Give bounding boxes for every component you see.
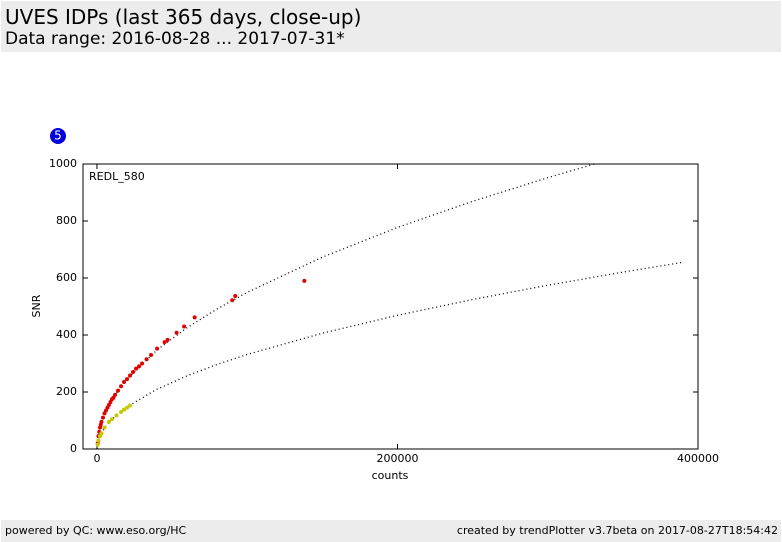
data-point: [125, 405, 130, 410]
data-point: [99, 431, 104, 436]
data-point: [100, 415, 105, 420]
x-tick-label: 0: [93, 452, 100, 465]
y-tick-label: 0: [70, 442, 77, 455]
chart: 5 REDL_580 counts SNR 0 200 400 600 800 1000 0…: [30, 128, 719, 482]
data-point: [230, 298, 235, 303]
data-point: [109, 417, 114, 422]
data-point: [174, 330, 179, 335]
y-tick-label: 1000: [49, 157, 77, 170]
header: UVES IDPs (last 365 days, close-up) Data…: [1, 1, 781, 52]
data-point: [137, 364, 142, 369]
data-point: [122, 407, 127, 412]
y-tick-label: 200: [56, 385, 77, 398]
data-point: [95, 442, 100, 447]
x-axis-label: counts: [372, 469, 409, 482]
data-point: [114, 413, 119, 418]
data-point: [131, 370, 136, 375]
data-point: [155, 346, 160, 351]
data-point: [116, 388, 121, 393]
badge: 5: [54, 129, 62, 143]
data-point: [96, 438, 101, 443]
x-tick-label: 200000: [376, 452, 418, 465]
data-point: [102, 425, 107, 430]
data-point: [125, 377, 130, 382]
fit-curve: [96, 261, 684, 450]
data-point: [99, 419, 104, 424]
y-axis-label: SNR: [30, 294, 43, 317]
data-point: [119, 384, 124, 389]
data-point: [113, 392, 118, 397]
footer-left: powered by QC: www.eso.org/HC: [5, 524, 187, 537]
annotation: REDL_580: [89, 170, 145, 183]
data-point: [144, 357, 149, 362]
badge-circle: [50, 128, 66, 144]
data-point: [182, 324, 187, 329]
data-point: [128, 373, 133, 378]
footer-right: created by trendPlotter v3.7beta on 2017…: [456, 524, 778, 537]
data-point: [233, 293, 238, 298]
y-tick-label: 600: [56, 271, 77, 284]
data-point: [302, 278, 307, 283]
data-point: [106, 419, 111, 424]
data-point: [122, 380, 127, 385]
data-point: [165, 337, 170, 342]
data-point: [134, 366, 139, 371]
title: UVES IDPs (last 365 days, close-up): [5, 5, 362, 29]
x-tick-label: 400000: [677, 452, 719, 465]
data-point: [162, 340, 167, 345]
y-tick-label: 400: [56, 328, 77, 341]
footer: powered by QC: www.eso.org/HC created by…: [1, 520, 781, 542]
fit-curve: [96, 163, 595, 450]
data-point: [192, 315, 197, 320]
subtitle: Data range: 2016-08-28 ... 2017-07-31*: [5, 29, 345, 49]
data-point: [128, 403, 133, 408]
data-point: [149, 352, 154, 357]
plot-frame: [82, 163, 699, 450]
data-point: [119, 409, 124, 414]
y-tick-label: 800: [56, 214, 77, 227]
data-point: [140, 361, 145, 366]
